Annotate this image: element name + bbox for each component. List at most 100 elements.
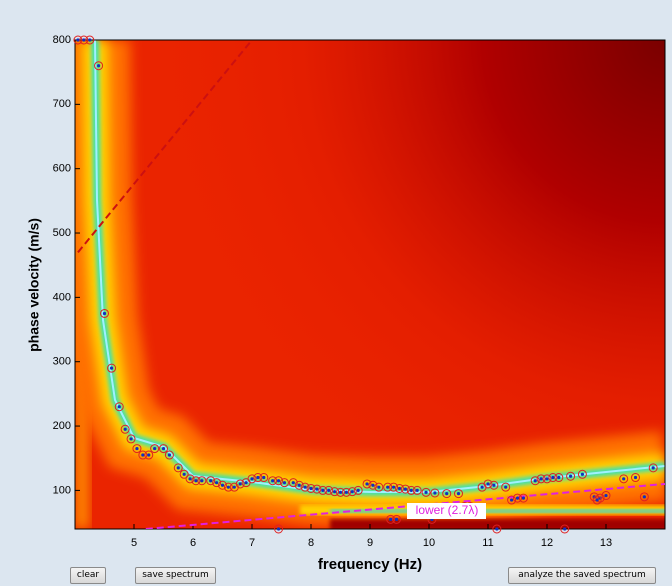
pick-dot: [495, 527, 499, 531]
pick-marker: [592, 495, 602, 505]
reference-line: [77, 40, 253, 253]
y-tick-label: 500: [53, 227, 71, 239]
pick-marker: [389, 482, 399, 492]
pick-dot: [176, 466, 180, 470]
pick-marker: [279, 478, 289, 488]
spectrum-image: [75, 40, 665, 529]
pick-point: [501, 482, 511, 492]
pick-marker: [554, 473, 564, 483]
pick-marker: [430, 488, 440, 498]
pick-marker: [548, 473, 558, 483]
pick-point: [126, 434, 136, 444]
pick-marker: [179, 469, 189, 479]
pick-point: [318, 485, 328, 495]
reference-line: [145, 482, 665, 529]
pick-marker: [386, 514, 396, 524]
pick-marker: [138, 450, 148, 460]
pick-marker: [268, 476, 278, 486]
pick-marker: [421, 487, 431, 497]
pick-dot: [88, 38, 92, 42]
pick-marker: [330, 487, 340, 497]
pick-point: [150, 444, 160, 454]
y-tick-label: 200: [53, 420, 71, 432]
pick-point: [259, 473, 269, 483]
pick-marker: [347, 487, 357, 497]
pick-point: [324, 485, 334, 495]
pick-marker: [235, 479, 245, 489]
pick-marker: [601, 491, 611, 501]
pick-marker: [218, 480, 227, 490]
pick-marker: [507, 495, 517, 505]
pick-point: [619, 474, 629, 484]
pick-point: [507, 495, 517, 505]
pick-marker: [454, 489, 463, 499]
pick-dot: [315, 487, 319, 491]
pick-point: [601, 491, 611, 501]
pick-dot: [153, 446, 157, 451]
pick-marker: [442, 489, 452, 499]
clear-button[interactable]: clear: [70, 567, 106, 584]
pick-point: [489, 480, 499, 490]
pick-marker: [542, 474, 552, 484]
pick-marker: [318, 485, 328, 495]
pick-point: [235, 479, 245, 489]
pick-dot: [486, 482, 490, 486]
y-tick-label: 800: [53, 34, 71, 46]
pick-marker: [577, 469, 587, 479]
pick-dot: [256, 475, 260, 480]
pick-point: [132, 444, 142, 454]
reference-line-label: lower (2.7λ): [416, 503, 479, 517]
pick-marker: [312, 484, 322, 494]
pick-marker: [483, 479, 493, 489]
pick-marker: [114, 402, 124, 412]
pick-dot: [563, 527, 567, 531]
pick-point: [79, 35, 89, 45]
pick-point: [454, 489, 463, 499]
pick-point: [336, 487, 345, 497]
pick-dot: [262, 475, 266, 480]
pick-point: [300, 482, 310, 492]
pick-point: [274, 476, 284, 486]
pick-point: [223, 482, 233, 492]
pick-point: [288, 478, 298, 488]
pick-point: [312, 484, 322, 494]
x-tick-label: 13: [600, 537, 612, 549]
pick-dot: [515, 496, 520, 500]
pick-dot: [291, 481, 295, 485]
pick-point: [164, 450, 174, 460]
pick-marker: [648, 463, 658, 473]
pick-marker: [513, 493, 522, 503]
pick-marker: [206, 476, 216, 486]
pick-dot: [309, 486, 313, 491]
pick-point: [389, 482, 399, 492]
pick-dot: [480, 485, 484, 489]
pick-dot: [397, 486, 402, 491]
pick-dot: [276, 527, 281, 531]
pick-marker: [259, 473, 269, 483]
pick-marker: [501, 482, 511, 492]
pick-marker: [324, 485, 334, 495]
pick-point: [197, 476, 207, 486]
pick-point: [412, 485, 422, 495]
pick-point: [577, 469, 587, 479]
save-spectrum-button[interactable]: save spectrum: [135, 567, 216, 584]
pick-point: [492, 524, 502, 534]
pick-dot: [276, 479, 281, 483]
pick-dot: [182, 472, 186, 476]
pick-dot: [129, 437, 133, 441]
pick-dot: [76, 38, 80, 42]
pick-dot: [271, 479, 275, 483]
pick-point: [648, 463, 658, 473]
pick-point: [395, 483, 404, 493]
x-tick-label: 6: [190, 537, 196, 549]
analyze-button[interactable]: analyze the saved spectrum: [508, 567, 656, 584]
pick-point: [191, 476, 201, 486]
y-tick-label: 600: [53, 163, 71, 175]
pick-point: [247, 474, 257, 484]
pick-point: [392, 514, 402, 524]
pick-point: [73, 35, 83, 45]
pick-marker: [164, 450, 174, 460]
pick-point: [554, 473, 564, 483]
